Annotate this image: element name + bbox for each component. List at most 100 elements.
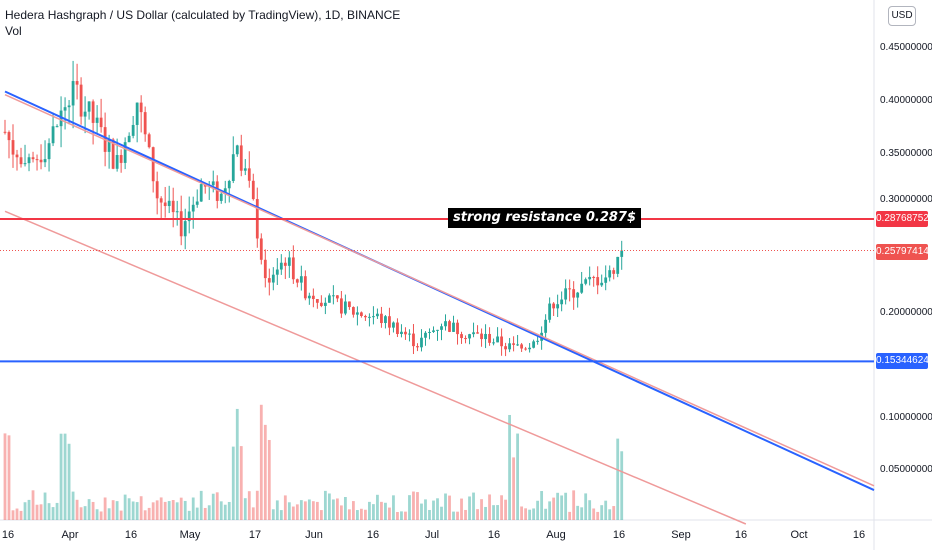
volume-bar	[15, 508, 19, 520]
volume-bar	[291, 506, 295, 520]
volume-bar	[303, 501, 307, 520]
candle-body	[468, 334, 471, 339]
volume-bar	[396, 511, 399, 520]
volume-bar	[287, 502, 291, 520]
volume-bar	[163, 501, 167, 520]
candle-body	[239, 145, 243, 171]
volume-bar	[528, 509, 532, 520]
candle-body	[279, 262, 283, 270]
time-tick-label: 16	[734, 529, 748, 541]
chart-title: Hedera Hashgraph / US Dollar (calculated…	[5, 8, 401, 22]
candle-body	[404, 331, 407, 335]
volume-bar	[251, 507, 255, 520]
volume-bar	[275, 500, 279, 520]
candle-body	[331, 295, 335, 297]
volume-bar	[532, 508, 536, 520]
candle-body	[556, 304, 560, 309]
volume-bar	[83, 506, 87, 520]
candle-body	[496, 336, 499, 343]
time-tick-label: Jul	[424, 529, 440, 541]
candle-body	[11, 140, 15, 155]
volume-bar	[404, 511, 407, 520]
volume-bar	[452, 511, 455, 520]
volume-bar	[556, 492, 560, 520]
candle-body	[287, 257, 291, 266]
candle-body	[307, 295, 311, 299]
volume-bar	[111, 500, 115, 520]
volume-bar	[71, 491, 75, 520]
candle-body	[476, 332, 479, 334]
volume-bar	[95, 509, 99, 520]
volume-bar	[267, 439, 271, 520]
candle-body	[75, 81, 79, 85]
candle-body	[412, 333, 415, 347]
volume-bar	[400, 511, 403, 520]
volume-bar	[123, 494, 127, 520]
candle-body	[315, 299, 319, 303]
candle-body	[127, 135, 131, 143]
volume-indicator-label[interactable]: Vol	[5, 24, 22, 38]
volume-bar	[544, 508, 548, 520]
candle-body	[115, 155, 119, 169]
candle-body	[400, 331, 403, 335]
candle-body	[576, 292, 580, 298]
candle-body	[456, 322, 459, 335]
candle-body	[179, 211, 183, 237]
candle-body	[604, 277, 608, 283]
volume-bar	[392, 495, 395, 520]
candle-body	[283, 262, 287, 266]
candle-body	[500, 336, 503, 347]
volume-bar	[372, 504, 375, 520]
volume-bar	[432, 500, 435, 520]
candle-body	[436, 329, 439, 331]
volume-bar	[255, 490, 259, 520]
volume-bar	[540, 491, 544, 520]
volume-bar	[488, 494, 491, 520]
volume-bar	[315, 501, 319, 520]
time-tick-label: Oct	[790, 529, 808, 541]
volume-bar	[195, 507, 199, 520]
candle-body	[27, 157, 31, 164]
volume-bar	[259, 404, 263, 520]
candle-body	[83, 111, 87, 117]
candle-body	[444, 321, 447, 327]
candle-body	[536, 340, 540, 342]
candle-body	[424, 332, 427, 338]
candle-body	[111, 139, 115, 169]
price-tick-label: 0.35000000	[880, 148, 932, 159]
candle-body	[71, 81, 75, 106]
volume-bar	[584, 493, 588, 520]
volume-bar	[11, 510, 15, 520]
time-tick-label: Sep	[671, 529, 691, 541]
volume-bar	[39, 504, 43, 520]
volume-bar	[480, 499, 483, 520]
currency-button[interactable]: USD	[888, 6, 916, 26]
candle-body	[231, 154, 235, 181]
candle-body	[572, 289, 576, 298]
candle-body	[544, 319, 548, 333]
volume-bar	[7, 435, 11, 520]
volume-bar	[187, 510, 191, 520]
volume-bar	[564, 492, 568, 520]
candle-body	[384, 316, 387, 324]
resistance-annotation[interactable]: strong resistance 0.287$	[448, 208, 641, 228]
candle-body	[15, 154, 19, 158]
volume-bar	[464, 509, 467, 520]
candle-body	[356, 312, 359, 315]
time-tick-label: 16	[612, 529, 626, 541]
volume-bar	[263, 424, 267, 520]
volume-bar	[51, 507, 55, 520]
candle-body	[376, 313, 379, 317]
volume-bar	[596, 511, 600, 520]
volume-bar	[47, 503, 51, 520]
volume-bar	[235, 408, 239, 520]
candle-body	[524, 348, 527, 350]
volume-bar	[243, 498, 247, 520]
volume-bar	[295, 504, 299, 520]
volume-bar	[207, 505, 211, 520]
candle-body	[151, 147, 155, 182]
volume-bar	[203, 507, 207, 520]
volume-bar	[43, 492, 47, 520]
volume-bar	[227, 501, 231, 520]
